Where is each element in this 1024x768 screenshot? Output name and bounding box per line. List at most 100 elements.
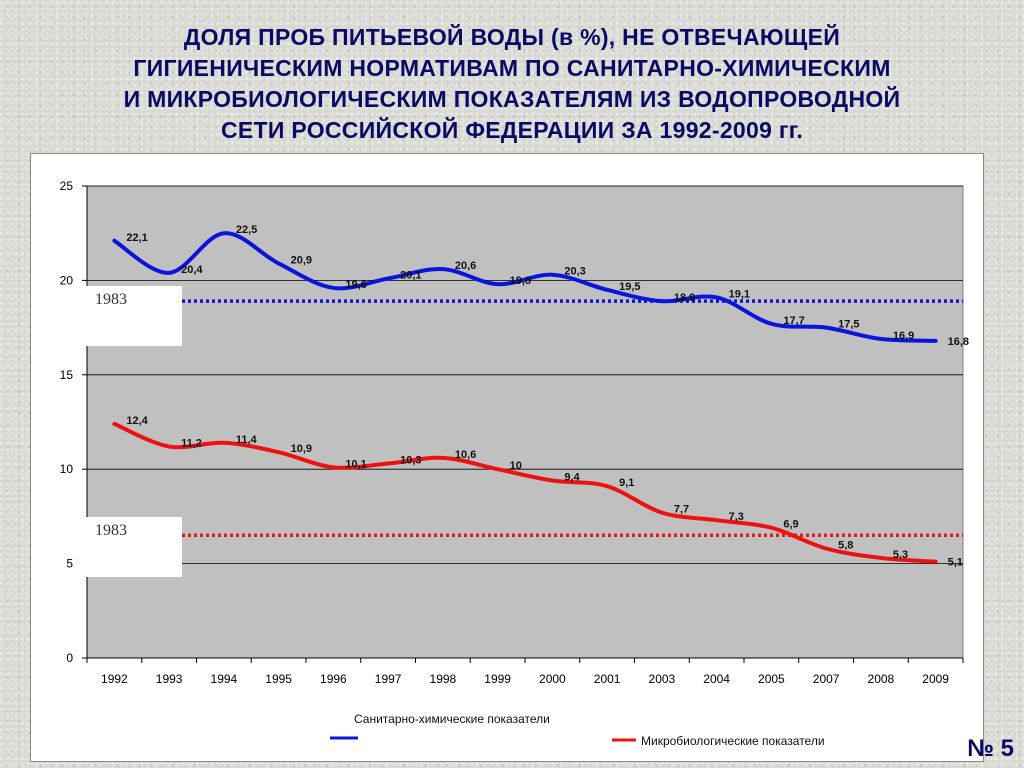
series-line-micro [112, 421, 938, 564]
data-label-sanitary: 22,1 [126, 232, 147, 244]
data-label-sanitary: 20,9 [291, 254, 312, 266]
data-label-sanitary: 17,7 [783, 315, 804, 327]
data-label-micro: 7,3 [729, 511, 744, 523]
data-point-micro [496, 467, 500, 471]
data-point-micro [715, 518, 719, 522]
data-point-sanitary [605, 288, 609, 292]
data-point-micro [441, 456, 445, 460]
data-label-micro: 12,4 [126, 415, 148, 427]
data-point-sanitary [386, 277, 390, 281]
data-label-sanitary: 20,1 [400, 270, 421, 282]
x-tick-label: 1998 [430, 672, 457, 686]
y-tick-label: 5 [66, 557, 73, 571]
data-point-micro [605, 484, 609, 488]
data-point-micro [222, 441, 226, 445]
series-line-sanitary [112, 231, 938, 343]
data-label-micro: 5,8 [838, 539, 853, 551]
data-point-micro [331, 465, 335, 469]
data-label-sanitary: 16,8 [948, 336, 969, 348]
data-label-micro: 9,1 [619, 477, 634, 489]
data-label-sanitary: 22,5 [236, 224, 257, 236]
data-label-sanitary: 19,5 [619, 281, 640, 293]
slide-title: ДОЛЯ ПРОБ ПИТЬЕВОЙ ВОДЫ (в %), НЕ ОТВЕЧА… [20, 22, 1004, 146]
reference-label-box-micro: 1983 [82, 517, 182, 577]
y-tick-label: 10 [60, 462, 74, 476]
y-tick-label: 20 [60, 273, 74, 287]
data-point-micro [550, 479, 554, 483]
data-label-sanitary: 19,1 [729, 288, 750, 300]
data-label-micro: 11,2 [181, 438, 202, 450]
x-tick-label: 1994 [211, 672, 238, 686]
data-point-micro [824, 546, 828, 550]
x-tick-label: 2004 [703, 672, 730, 686]
x-tick-label: 2001 [594, 672, 621, 686]
data-point-sanitary [769, 322, 773, 326]
data-label-sanitary: 20,3 [564, 266, 585, 278]
data-point-micro [769, 526, 773, 530]
data-point-micro [660, 511, 664, 515]
reference-label-box-sanitary: 1983 [82, 286, 182, 346]
data-point-micro [386, 462, 390, 466]
x-tick-label: 2000 [539, 672, 566, 686]
data-point-sanitary [879, 337, 883, 341]
data-label-micro: 10,1 [345, 458, 366, 470]
plot-background [86, 185, 964, 659]
data-label-micro: 7,7 [674, 504, 689, 516]
title-line-4: СЕТИ РОССИЙСКОЙ ФЕДЕРАЦИИ ЗА 1992-2009 г… [220, 117, 804, 143]
data-point-sanitary [824, 326, 828, 330]
data-point-sanitary [441, 267, 445, 271]
data-label-micro: 5,3 [893, 549, 908, 561]
data-label-micro: 10,3 [400, 455, 421, 467]
data-point-micro [277, 450, 281, 454]
x-tick-label: 2008 [868, 672, 895, 686]
data-label-micro: 6,9 [783, 519, 798, 531]
data-point-sanitary [660, 299, 664, 303]
title-line-2: ГИГИЕНИЧЕСКИМ НОРМАТИВАМ ПО САНИТАРНО-ХИ… [133, 55, 891, 81]
data-point-sanitary [277, 261, 281, 265]
x-tick-label: 1993 [156, 672, 183, 686]
y-tick-label: 0 [66, 651, 73, 665]
data-label-sanitary: 16,9 [893, 330, 914, 342]
data-label-micro: 9,4 [564, 472, 580, 484]
data-point-micro [167, 445, 171, 449]
x-tick-label: 1996 [320, 672, 347, 686]
x-tick-label: 1992 [101, 672, 128, 686]
x-tick-label: 2005 [758, 672, 785, 686]
data-point-micro [879, 556, 883, 560]
data-point-sanitary [496, 282, 500, 286]
data-point-sanitary [112, 239, 116, 243]
data-label-sanitary: 19,8 [510, 275, 531, 287]
data-point-sanitary [331, 286, 335, 290]
data-point-sanitary [167, 271, 171, 275]
reference-label-sanitary: 1983 [95, 291, 127, 308]
data-point-sanitary [550, 273, 554, 277]
plot-area: 0 5 10 15 20 25 1992 1993 1994 1995 1996 1997 1998 19… [60, 179, 969, 748]
data-label-micro: 10 [510, 460, 522, 472]
title-line-1: ДОЛЯ ПРОБ ПИТЬЕВОЙ ВОДЫ (в %), НЕ ОТВЕЧА… [183, 24, 841, 50]
y-tick-label: 25 [60, 179, 74, 193]
data-label-micro: 11,4 [236, 434, 258, 446]
slide-number: № 5 [967, 735, 1014, 762]
data-label-sanitary: 20,4 [181, 264, 203, 276]
data-point-sanitary [222, 231, 226, 235]
data-label-micro: 5,1 [948, 557, 963, 569]
data-label-micro: 10,6 [455, 449, 476, 461]
data-point-sanitary [934, 339, 938, 343]
legend-label-sanitary: Санитарно-химические показатели [354, 712, 550, 726]
x-tick-label: 2009 [922, 672, 949, 686]
x-tick-label: 2007 [813, 672, 840, 686]
x-tick-label: 1999 [484, 672, 511, 686]
data-label-sanitary: 20,6 [455, 260, 476, 272]
x-tick-label: 2003 [649, 672, 676, 686]
data-point-micro [112, 422, 116, 426]
title-line-3: И МИКРОБИОЛОГИЧЕСКИМ ПОКАЗАТЕЛЯМ ИЗ ВОДО… [123, 86, 901, 112]
x-tick-label: 1995 [265, 672, 292, 686]
data-label-micro: 10,9 [291, 443, 312, 455]
data-label-sanitary: 19,6 [345, 279, 366, 291]
legend-label-micro: Микробиологические показатели [641, 734, 825, 748]
x-tick-label: 1997 [375, 672, 402, 686]
y-tick-label: 15 [60, 368, 74, 382]
reference-label-micro: 1983 [95, 522, 127, 539]
data-label-sanitary: 18,9 [674, 292, 695, 304]
